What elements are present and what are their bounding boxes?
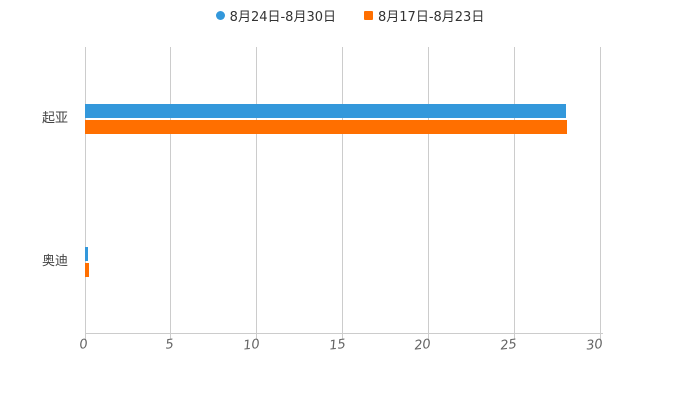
x-tick-label: 10 [242, 337, 261, 354]
x-tick-label: 15 [328, 337, 347, 354]
x-axis-tick [342, 334, 343, 339]
x-tick-label: 0 [78, 337, 89, 353]
bar-series2-cat2[interactable] [85, 262, 90, 277]
x-axis-tick [513, 334, 515, 339]
x-tick-label: 20 [413, 337, 432, 354]
x-tick-label: 25 [499, 337, 518, 354]
legend-marker-square-icon [364, 10, 373, 20]
x-tick-label: 5 [164, 337, 175, 353]
gridline [170, 47, 172, 333]
x-axis-tick [256, 334, 258, 339]
x-axis-tick [170, 334, 172, 339]
legend-item-label: 8月24日-8月30日 [229, 9, 336, 25]
y-axis-label: 起亚 [41, 110, 68, 126]
bar-series1-cat2[interactable] [85, 246, 89, 261]
x-tick-label: 30 [585, 337, 604, 354]
x-axis-tick [599, 334, 601, 339]
gridline [256, 47, 258, 333]
gridline [84, 47, 86, 333]
gridline [513, 47, 515, 333]
legend-item-label: 8月17日-8月23日 [378, 9, 485, 25]
y-axis-label: 奥迪 [41, 253, 68, 269]
bar-series2-cat1[interactable] [85, 119, 568, 134]
legend-marker-circle-icon [215, 10, 225, 20]
gridline [342, 47, 343, 333]
bar-series1-cat1[interactable] [85, 103, 566, 118]
gridline [427, 47, 429, 333]
gridline [599, 47, 601, 333]
x-axis-line [85, 333, 603, 334]
legend-item[interactable]: 8月24日-8月30日 [215, 6, 336, 25]
legend-item[interactable]: 8月17日-8月23日 [364, 6, 484, 25]
x-axis-tick [427, 334, 429, 339]
chart-legend: 8月24日-8月30日 8月17日-8月23日 [0, 5, 700, 25]
plot-area [84, 47, 601, 333]
x-axis-tick [84, 334, 86, 339]
